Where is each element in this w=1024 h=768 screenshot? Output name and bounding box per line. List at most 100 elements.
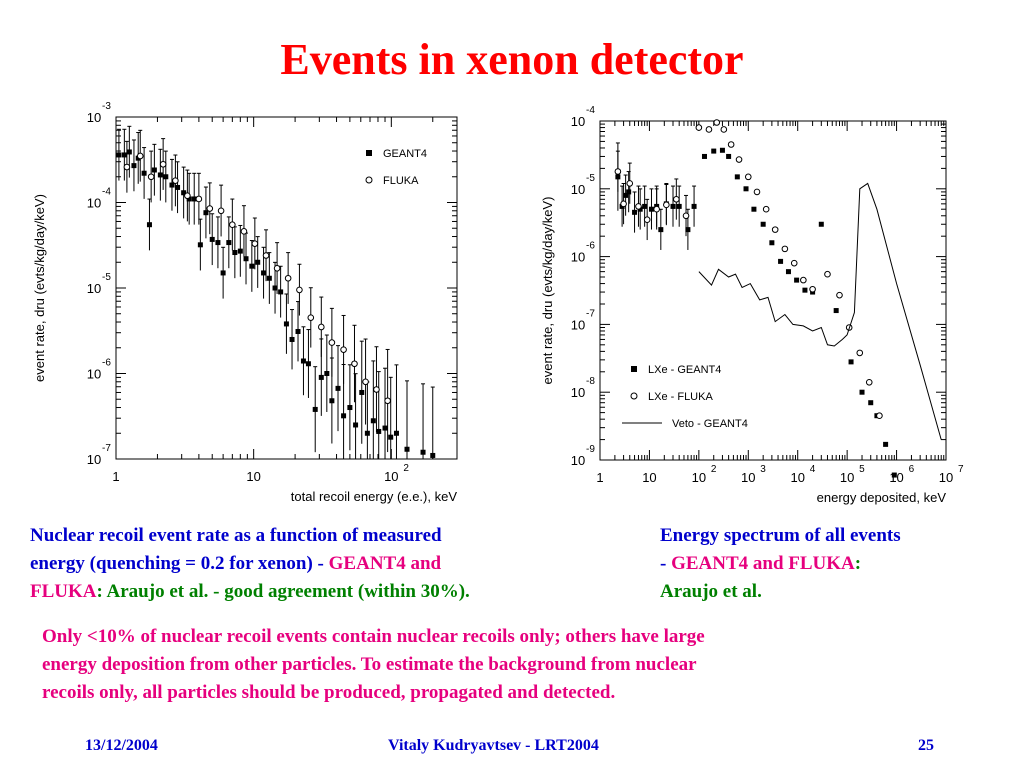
data-point-circle bbox=[240, 228, 248, 235]
data-point-square bbox=[232, 250, 238, 256]
data-point-circle bbox=[695, 124, 703, 131]
data-point-square bbox=[186, 196, 192, 202]
data-point-square bbox=[726, 153, 732, 159]
x-tick-exponent: 2 bbox=[403, 463, 409, 474]
data-point-square bbox=[719, 147, 725, 153]
left-caption-fluka: FLUKA bbox=[30, 581, 97, 602]
data-point-square bbox=[376, 428, 382, 434]
data-point-square bbox=[701, 153, 707, 159]
data-point-square bbox=[237, 248, 243, 254]
veto-series-line bbox=[698, 182, 942, 440]
y-tick-exponent: -4 bbox=[586, 105, 595, 116]
data-point-circle bbox=[781, 245, 789, 253]
data-point-square bbox=[868, 400, 874, 406]
data-point-square bbox=[370, 418, 376, 424]
data-point-square bbox=[121, 152, 127, 158]
data-point-square bbox=[151, 167, 157, 173]
data-point-square bbox=[404, 446, 410, 452]
data-point-circle bbox=[172, 177, 179, 184]
data-point-square bbox=[670, 203, 676, 209]
data-point-circle bbox=[229, 221, 236, 228]
x-tick-exponent: 3 bbox=[760, 464, 766, 475]
data-point-square bbox=[891, 472, 897, 478]
data-point-circle bbox=[159, 160, 167, 168]
data-point-circle bbox=[744, 173, 752, 181]
data-point-square bbox=[818, 221, 824, 227]
data-point-circle bbox=[865, 378, 873, 386]
data-point-square bbox=[329, 398, 335, 404]
data-point-circle bbox=[328, 339, 336, 346]
data-point-circle bbox=[217, 207, 225, 215]
data-point-square bbox=[324, 371, 330, 376]
y-tick-exponent: -6 bbox=[586, 241, 595, 252]
data-point-square bbox=[626, 189, 632, 195]
y-tick-label: 10 bbox=[571, 317, 585, 332]
data-point-square bbox=[751, 206, 757, 212]
data-point-square bbox=[157, 172, 163, 178]
legend-circle-marker bbox=[630, 392, 638, 400]
data-point-circle bbox=[362, 378, 369, 386]
data-point-circle bbox=[251, 240, 259, 247]
data-point-square bbox=[295, 328, 301, 334]
data-point-circle bbox=[705, 126, 713, 133]
data-point-circle bbox=[351, 360, 358, 368]
x-tick-label: 1 bbox=[596, 470, 603, 485]
y-tick-label: 10 bbox=[571, 182, 585, 197]
data-point-square bbox=[734, 174, 740, 180]
data-point-circle bbox=[735, 156, 743, 163]
data-point-square bbox=[146, 222, 152, 228]
legend-label: LXe - GEANT4 bbox=[648, 364, 721, 376]
data-point-square bbox=[191, 196, 197, 202]
data-point-square bbox=[769, 240, 775, 246]
bottom-note-line3: recoils only, all particles should be pr… bbox=[42, 682, 616, 703]
x-tick-exponent: 4 bbox=[810, 464, 816, 475]
data-point-circle bbox=[635, 203, 642, 210]
data-point-circle bbox=[262, 252, 270, 259]
y-tick-label: 10 bbox=[571, 385, 585, 400]
y-tick-label: 10 bbox=[87, 452, 101, 467]
data-point-square bbox=[312, 406, 318, 412]
footer-page: 25 bbox=[918, 737, 934, 754]
data-point-square bbox=[430, 452, 436, 458]
x-tick-label: 10 bbox=[790, 470, 804, 485]
data-point-square bbox=[289, 336, 295, 342]
data-point-circle bbox=[643, 216, 651, 224]
data-point-circle bbox=[720, 126, 728, 133]
data-point-square bbox=[131, 163, 137, 169]
data-point-circle bbox=[195, 195, 203, 203]
data-point-circle bbox=[384, 397, 391, 405]
data-point-circle bbox=[653, 205, 660, 213]
data-point-square bbox=[209, 236, 215, 242]
x-axis-label: energy deposited, keV bbox=[817, 490, 947, 505]
data-point-circle bbox=[136, 152, 144, 160]
data-point-square bbox=[261, 270, 267, 276]
x-tick-label: 10 bbox=[840, 470, 854, 485]
data-point-circle bbox=[273, 264, 281, 272]
data-point-square bbox=[760, 221, 766, 227]
plot-frame bbox=[115, 116, 458, 460]
data-point-square bbox=[116, 152, 122, 158]
data-point-square bbox=[283, 321, 289, 327]
data-point-square bbox=[197, 242, 203, 248]
data-point-square bbox=[278, 289, 284, 295]
y-tick-label: 10 bbox=[571, 453, 585, 468]
data-point-circle bbox=[856, 349, 864, 357]
y-tick-exponent: -3 bbox=[102, 101, 111, 112]
data-point-square bbox=[711, 148, 717, 154]
data-point-square bbox=[883, 441, 889, 447]
y-tick-label: 10 bbox=[87, 281, 101, 296]
bottom-note: Only <10% of nuclear recoil events conta… bbox=[42, 623, 1012, 707]
y-tick-label: 10 bbox=[571, 250, 585, 265]
data-point-circle bbox=[147, 173, 155, 181]
legend-label: GEANT4 bbox=[383, 148, 427, 160]
data-point-square bbox=[359, 389, 365, 395]
y-tick-label: 10 bbox=[87, 110, 101, 125]
footer-author: Vitaly Kudryavtsev - LRT2004 bbox=[388, 737, 599, 754]
data-point-circle bbox=[184, 192, 191, 200]
left-caption: Nuclear recoil event rate as a function … bbox=[30, 522, 640, 606]
y-tick-exponent: -8 bbox=[586, 376, 595, 387]
data-point-square bbox=[353, 422, 359, 428]
data-point-square bbox=[382, 425, 388, 431]
y-tick-label: 10 bbox=[87, 196, 101, 211]
x-tick-exponent: 7 bbox=[958, 464, 964, 475]
